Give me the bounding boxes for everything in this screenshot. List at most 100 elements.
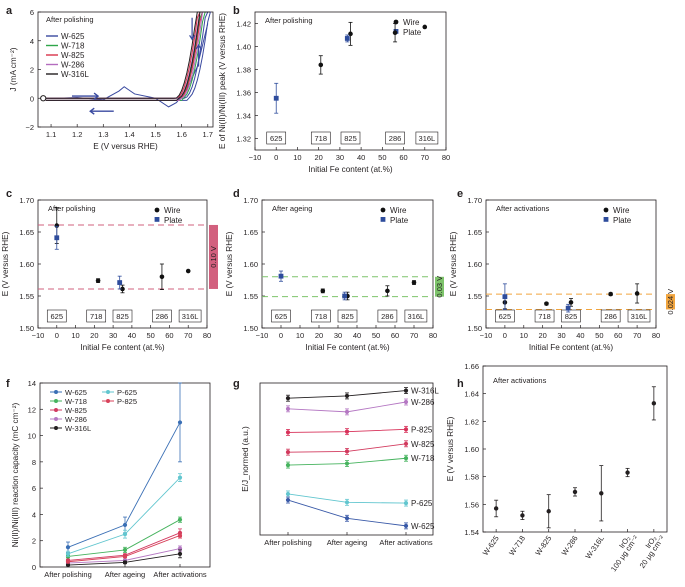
panel-label-g: g	[233, 378, 240, 390]
panel-a-legend-label: W-286	[61, 61, 85, 70]
panel-e-ytick-label: 1.60	[467, 260, 482, 269]
panel-d-alloy-label: 286	[381, 312, 394, 321]
panel-e-xtick-label: 70	[633, 331, 641, 340]
panel-f-ylabel: Ni(II)/Ni(III) reaction capacity (mC cm⁻…	[11, 403, 20, 548]
panel-f-ytick-label: 10	[28, 432, 36, 441]
panel-d-ytick-label: 1.70	[243, 196, 258, 205]
panel-h-ytick-label: 1.62	[464, 417, 479, 426]
panel-h-category-label: W-825	[533, 534, 553, 557]
panel-f-legend-marker	[54, 426, 58, 430]
panel-b-legend-wire: Wire	[403, 18, 420, 27]
panel-f-point-W-718	[122, 547, 128, 553]
panel-f-point-W-316L	[122, 560, 128, 565]
panel-d-title: After ageing	[272, 204, 312, 213]
panel-b-alloy-box	[340, 131, 361, 145]
panel-a-xtick-label: 1.5	[150, 130, 160, 139]
panel-d-legend-wire-marker	[380, 207, 386, 213]
panel-e-wire-point	[608, 291, 613, 297]
panel-e-xtick-label: −10	[480, 331, 493, 340]
panel-h-ytick-label: 1.66	[464, 362, 479, 371]
panel-d-xtick-label: 20	[315, 331, 323, 340]
panel-h-category-label: W-316L	[584, 534, 606, 561]
panel-d-legend-plate: Plate	[390, 216, 409, 225]
panel-a-curve-W-316L	[43, 11, 211, 101]
panel-c-xtick-label: 80	[203, 331, 211, 340]
panel-b-wire-point	[422, 24, 428, 30]
panel-g-point-W-718	[285, 462, 291, 468]
panel-e-ylabel: E (V versus RHE)	[449, 231, 458, 296]
panel-e-wire-point	[544, 301, 549, 306]
panel-d-xtick-label: 40	[353, 331, 361, 340]
panel-b-alloy-box	[266, 131, 287, 145]
panel-g-point-W-286	[285, 406, 291, 411]
panel-a-xtick-label: 1.1	[46, 130, 56, 139]
panel-a-legend-label: W-718	[61, 42, 85, 51]
panel-b-xtick-label: 50	[378, 153, 386, 162]
panel-a-legend-label: W-316L	[61, 70, 89, 79]
panel-d-plate-point	[342, 293, 348, 299]
panel-f-legend-marker	[54, 408, 58, 412]
panel-f-legend-marker	[54, 399, 58, 403]
panel-h-point	[625, 470, 630, 475]
panel-f-ytick-label: 14	[28, 379, 36, 388]
panel-b-frame	[254, 11, 447, 151]
panel-e-ytick-label: 1.70	[467, 196, 482, 205]
panel-b-alloy-label: 625	[270, 134, 283, 143]
panel-c-alloy-box	[152, 309, 172, 323]
panel-d-alloy-label: 718	[315, 312, 328, 321]
panel-b-xtick-label: 40	[357, 153, 365, 162]
panel-b-alloy-box	[415, 131, 439, 145]
panel-c-alloy-box	[46, 309, 67, 323]
panel-a-xlabel: E (V versus RHE)	[93, 142, 158, 151]
panel-a-arrow-forward-head	[93, 92, 100, 100]
panel-f-legend-marker	[54, 417, 58, 421]
panel-c-xtick-label: 0	[55, 331, 59, 340]
panel-b-legend-plate: Plate	[403, 28, 422, 37]
panel-c-ytick-label: 1.55	[19, 292, 34, 301]
panel-f-category-label: After polishing	[44, 570, 92, 579]
panel-e-alloy-label: 625	[499, 312, 512, 321]
panel-d-wire-point	[385, 288, 390, 294]
panel-c-alloy-box	[86, 309, 107, 323]
panel-d-xtick-label: 70	[410, 331, 418, 340]
panel-f-point-P-625	[177, 475, 183, 480]
panel-c-wire-point	[95, 278, 101, 283]
panel-d-ytick-label: 1.65	[243, 228, 258, 237]
panel-b-ytick-label: 1.32	[236, 135, 251, 144]
panel-c-ytick-label: 1.60	[19, 260, 34, 269]
panel-b-alloy-box	[310, 131, 331, 145]
panel-c-xtick-label: 20	[90, 331, 98, 340]
panel-c-wire-point	[120, 286, 125, 292]
panel-c-ytick-label: 1.70	[19, 196, 34, 205]
panel-e-band-bar	[666, 294, 675, 310]
panel-d-xtick-label: 30	[334, 331, 342, 340]
panel-b-alloy-box	[385, 131, 405, 145]
panel-f-ytick-label: 2	[32, 537, 36, 546]
panel-e-alloy-box	[600, 309, 621, 323]
panel-label-c: c	[6, 188, 12, 200]
panel-g-point-W-286	[403, 399, 409, 405]
panel-e-xtick-label: 10	[520, 331, 528, 340]
panel-g-series-label: W-625	[411, 522, 435, 531]
panel-a-ytick-label: 0	[30, 94, 34, 103]
panel-h-point	[493, 506, 499, 511]
panel-h-ytick-label: 1.56	[464, 500, 479, 509]
panel-h-ytick-label: 1.60	[464, 445, 479, 454]
panel-b-alloy-label: 718	[315, 134, 328, 143]
panel-d-alloy-label: 825	[341, 312, 354, 321]
panel-b-ytick-label: 1.34	[236, 112, 251, 121]
panel-g-series-label: W-718	[411, 454, 435, 463]
panel-c-legend-plate-marker	[154, 217, 160, 222]
panel-h-category-label: W-625	[481, 534, 501, 557]
panel-e-xtick-label: 80	[652, 331, 660, 340]
panel-g-point-P-825	[403, 427, 409, 432]
panel-b-plate-point	[344, 36, 350, 41]
panel-e-band-label: 0.024 V	[666, 289, 675, 315]
panel-c-xtick-label: 70	[184, 331, 192, 340]
panel-c-legend-plate: Plate	[164, 216, 183, 225]
panel-h-ylabel: E (V versus RHE)	[446, 416, 455, 481]
panel-b-wire-point	[318, 62, 324, 68]
panel-g-frame	[259, 382, 434, 536]
panel-a-xtick-label: 1.7	[203, 130, 213, 139]
